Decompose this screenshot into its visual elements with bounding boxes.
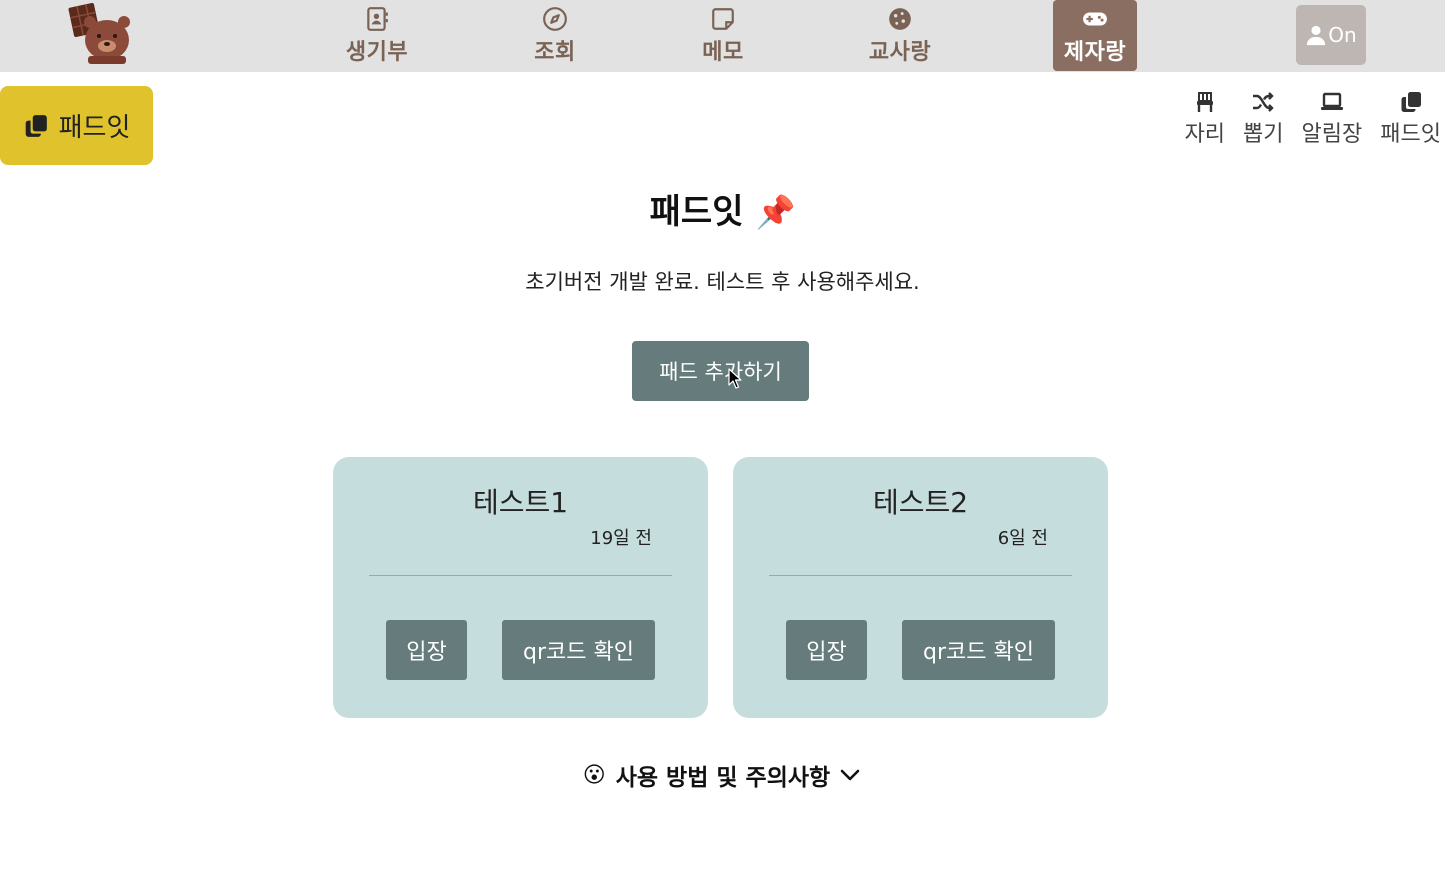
page-title: 패드잇 📌 [0, 184, 1445, 233]
login-label: On [1328, 23, 1357, 47]
current-page-badge: 패드잇 [0, 86, 153, 165]
user-icon [1307, 25, 1326, 46]
copy-icon [1401, 92, 1421, 112]
surprised-face-icon: 😮 [582, 762, 606, 788]
card-divider [369, 575, 672, 576]
tool-seat[interactable]: 자리 [1185, 90, 1225, 148]
tool-padlet[interactable]: 패드잇 [1380, 90, 1441, 148]
card-divider [769, 575, 1072, 576]
note-icon [712, 8, 734, 30]
pad-name: 테스트1 [472, 486, 569, 519]
qr-code-button[interactable]: qr코드 확인 [902, 620, 1055, 680]
laptop-icon [1320, 92, 1343, 110]
top-nav: 생기부 조회 메모 교사랑 제자랑 [0, 0, 1445, 72]
pad-name: 테스트2 [872, 486, 969, 519]
page-subtitle: 초기버전 개발 완료. 테스트 후 사용해주세요. [525, 270, 920, 294]
nav-item-jejarang[interactable]: 제자랑 [1053, 0, 1137, 71]
cookie-icon [889, 8, 911, 30]
gamepad-icon [1083, 12, 1107, 25]
compass-icon [543, 7, 567, 31]
badge-label: 패드잇 [58, 113, 131, 143]
bear-chocolate-logo[interactable] [66, 2, 136, 64]
usage-notes-label: 사용 방법 및 주의사항 [615, 765, 831, 791]
tool-notice[interactable]: 알림장 [1301, 90, 1363, 148]
mouse-cursor-icon [728, 368, 742, 389]
nav-item-label: 생기부 [345, 40, 409, 65]
qr-code-button[interactable]: qr코드 확인 [502, 620, 655, 680]
tool-label: 패드잇 [1380, 122, 1441, 147]
tool-label: 뽑기 [1243, 122, 1284, 147]
contact-book-icon [367, 7, 388, 31]
nav-item-memo[interactable]: 메모 [688, 0, 758, 72]
tool-label: 자리 [1184, 122, 1226, 147]
copy-icon [25, 114, 47, 137]
page-title-text: 패드잇 [649, 192, 744, 232]
usage-notes-toggle[interactable]: 😮 사용 방법 및 주의사항 [0, 758, 1445, 792]
tool-draw[interactable]: 뽑기 [1243, 90, 1284, 148]
login-toggle-button[interactable]: On [1296, 5, 1366, 65]
pad-time: 6일 전 [997, 528, 1048, 549]
nav-item-label: 메모 [702, 40, 744, 65]
chair-icon [1196, 92, 1213, 112]
pad-card: 테스트1 19일 전 입장 qr코드 확인 [333, 457, 708, 718]
nav-item-johoe[interactable]: 조회 [520, 0, 590, 72]
nav-item-label: 조회 [534, 40, 576, 65]
chevron-down-icon [840, 769, 860, 781]
pad-card: 테스트2 6일 전 입장 qr코드 확인 [733, 457, 1108, 718]
tool-label: 알림장 [1301, 122, 1363, 147]
nav-item-label: 교사랑 [868, 40, 932, 65]
pushpin-icon: 📌 [755, 193, 796, 231]
enter-button[interactable]: 입장 [786, 620, 867, 680]
tool-menu: 자리 뽑기 알림장 패드잇 [1185, 90, 1441, 148]
shuffle-icon [1253, 92, 1274, 112]
nav-item-gyosarang[interactable]: 교사랑 [860, 0, 940, 72]
nav-item-saenggibu[interactable]: 생기부 [338, 0, 416, 72]
nav-item-label: 제자랑 [1063, 39, 1127, 65]
pad-time: 19일 전 [590, 528, 652, 549]
add-pad-button[interactable]: 패드 추가하기 [632, 341, 809, 401]
enter-button[interactable]: 입장 [386, 620, 467, 680]
